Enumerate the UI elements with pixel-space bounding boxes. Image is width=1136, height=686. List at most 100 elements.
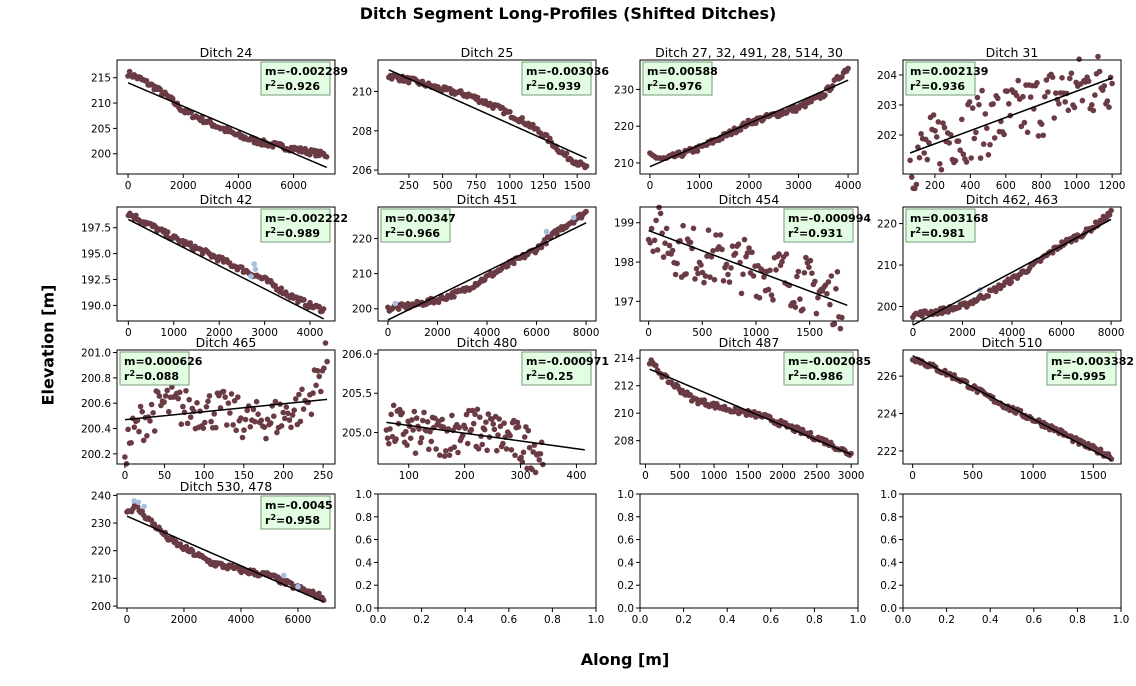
data-point — [770, 297, 776, 303]
data-point — [292, 396, 299, 402]
y-tick-label: 230 — [614, 84, 634, 96]
data-point — [744, 250, 751, 256]
data-point — [773, 267, 779, 273]
axes-frame — [639, 349, 859, 465]
y-tick-label: 1.0 — [880, 489, 897, 501]
data-point — [323, 154, 330, 160]
x-tick-label: 0 — [125, 180, 132, 192]
y-tick-label: 215 — [91, 73, 111, 85]
x-tick-label: 250 — [313, 470, 333, 482]
data-point — [991, 135, 998, 141]
outlier-point — [570, 214, 577, 221]
data-point — [501, 420, 507, 427]
y-tick-label: 222 — [877, 446, 897, 458]
data-point — [710, 248, 716, 254]
data-point — [231, 398, 238, 404]
data-point — [184, 420, 191, 427]
data-point — [144, 433, 150, 439]
data-point — [800, 306, 806, 313]
data-point — [496, 416, 503, 422]
x-tick-label: 1000 — [1063, 180, 1090, 192]
data-point — [156, 393, 163, 399]
x-tick-label: 500 — [963, 470, 983, 482]
data-point — [384, 435, 391, 442]
data-point — [979, 87, 985, 94]
data-point — [395, 306, 402, 313]
data-point — [386, 440, 392, 447]
x-tick-label: 0 — [909, 470, 916, 482]
data-point — [536, 457, 543, 463]
y-tick-label: 210 — [877, 260, 897, 272]
y-tick-label: 210 — [352, 269, 372, 281]
x-tick-label: 1000 — [743, 327, 770, 339]
data-point — [412, 450, 419, 457]
data-point — [405, 79, 412, 86]
data-point — [320, 306, 327, 312]
y-tick-label: 214 — [614, 353, 634, 365]
y-tick-label: 200.4 — [81, 424, 111, 436]
outlier-point — [135, 499, 142, 506]
data-point — [1106, 104, 1112, 110]
data-point — [690, 225, 697, 232]
data-point — [241, 427, 247, 433]
x-tick-label: 600 — [996, 180, 1016, 192]
data-point — [908, 174, 915, 180]
x-tick-label: 2000 — [769, 470, 796, 482]
x-tick-label: 2500 — [804, 470, 831, 482]
data-point — [503, 446, 510, 452]
data-point — [239, 434, 246, 441]
subplot-title: Ditch 24 — [200, 45, 253, 60]
data-point — [1006, 101, 1012, 107]
data-point — [1076, 56, 1082, 62]
x-tick-label: 300 — [511, 470, 531, 482]
y-tick-label: 205.0 — [342, 428, 372, 440]
data-point — [702, 273, 709, 279]
data-point — [316, 303, 322, 310]
data-point — [420, 417, 426, 424]
x-tick-label: 0 — [122, 470, 129, 482]
stats-box-frame — [1046, 351, 1117, 386]
data-point — [990, 101, 996, 107]
data-point — [794, 273, 800, 280]
data-point — [255, 411, 261, 418]
slope-label: m=-0.002289 — [265, 65, 348, 78]
r2-label: r2=0.926 — [265, 79, 320, 93]
data-point — [801, 270, 808, 276]
data-point — [1071, 104, 1078, 111]
data-point — [479, 441, 486, 448]
x-tick-label: 500 — [670, 470, 690, 482]
data-point — [519, 459, 526, 465]
slope-label: m=0.00347 — [385, 212, 456, 225]
fit-line — [648, 229, 848, 306]
x-tick-label: 0.6 — [500, 614, 517, 626]
data-point — [462, 425, 469, 432]
data-point — [1053, 90, 1059, 96]
y-tick-label: 208 — [352, 126, 372, 138]
y-tick-label: 208 — [614, 436, 634, 448]
data-point — [500, 440, 506, 447]
y-tick-label: 195.0 — [81, 249, 111, 261]
x-tick-label: 200 — [455, 470, 475, 482]
y-tick-label: 0.8 — [355, 512, 372, 524]
x-tick-label: 1500 — [735, 470, 762, 482]
data-point — [797, 296, 803, 302]
x-tick-label: 6000 — [523, 327, 550, 339]
subplot-title: Ditch 462, 463 — [966, 192, 1058, 207]
y-tick-label: 201.0 — [81, 348, 111, 360]
data-point — [725, 271, 731, 278]
data-point — [239, 264, 245, 271]
data-point — [224, 422, 230, 428]
data-point — [180, 403, 186, 410]
data-point — [740, 271, 746, 278]
stats-box-frame — [905, 61, 976, 96]
data-point — [717, 232, 724, 238]
data-point — [275, 574, 281, 580]
data-point — [147, 418, 153, 424]
y-tick-label: 190.0 — [81, 300, 111, 312]
data-point — [318, 388, 324, 395]
